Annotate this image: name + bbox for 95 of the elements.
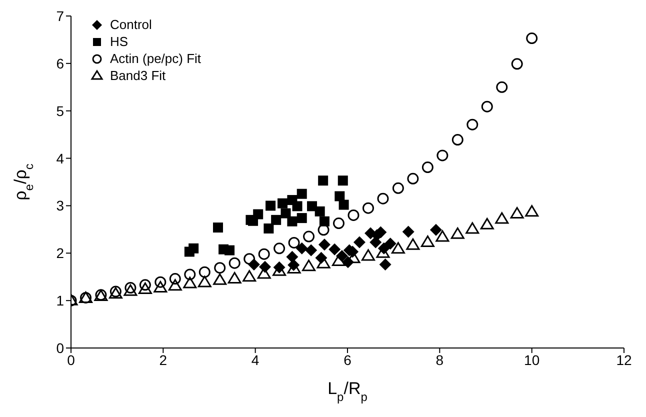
point xyxy=(214,262,226,274)
point xyxy=(361,249,375,261)
point xyxy=(213,273,227,285)
point xyxy=(377,192,389,204)
point xyxy=(452,134,464,146)
y-tick-label: 0 xyxy=(56,340,64,356)
y-tick-label: 4 xyxy=(56,150,64,166)
point xyxy=(334,191,345,202)
point xyxy=(266,200,276,211)
x-tick-label: 4 xyxy=(251,352,260,368)
point xyxy=(288,236,300,248)
point xyxy=(264,223,274,234)
x-tick-label: 10 xyxy=(524,352,540,368)
point xyxy=(184,268,196,280)
point xyxy=(278,198,288,208)
point xyxy=(362,202,374,214)
legend-label: HS xyxy=(110,33,128,50)
point xyxy=(302,260,316,272)
point xyxy=(198,266,210,278)
point xyxy=(296,213,307,224)
point xyxy=(480,218,494,230)
point xyxy=(353,236,366,248)
point xyxy=(379,258,392,271)
point xyxy=(274,242,286,254)
point xyxy=(242,270,256,282)
point xyxy=(338,200,349,210)
point xyxy=(154,276,166,288)
point xyxy=(318,176,328,186)
point xyxy=(430,224,442,236)
point xyxy=(303,230,315,242)
legend-label: Band3 Fit xyxy=(110,67,166,84)
point xyxy=(466,222,480,234)
point xyxy=(420,235,434,247)
point xyxy=(436,230,450,242)
point xyxy=(525,205,539,217)
point xyxy=(348,209,360,221)
x-axis-title: L$_{p}$/R$_{p}$ xyxy=(328,379,368,404)
point xyxy=(511,58,523,70)
point xyxy=(496,81,508,93)
point xyxy=(384,238,396,250)
point xyxy=(287,216,298,226)
point xyxy=(422,162,434,174)
point xyxy=(286,250,298,263)
point xyxy=(481,100,493,112)
point xyxy=(154,281,168,293)
point xyxy=(526,32,538,44)
point xyxy=(436,150,448,162)
y-tick-label: 6 xyxy=(56,55,64,72)
point xyxy=(139,279,151,291)
x-tick-label: 12 xyxy=(616,352,632,368)
point xyxy=(510,207,524,219)
point xyxy=(292,201,302,212)
point xyxy=(258,248,270,260)
point xyxy=(224,245,235,256)
y-tick-label: 5 xyxy=(56,102,64,119)
y-tick-label: 2 xyxy=(56,245,64,262)
point xyxy=(296,242,308,254)
point xyxy=(244,253,256,265)
point xyxy=(402,226,414,238)
point xyxy=(318,238,330,251)
point xyxy=(318,224,330,236)
point xyxy=(228,272,242,284)
y-tick-label: 1 xyxy=(56,292,64,309)
point xyxy=(338,176,348,186)
point xyxy=(271,214,282,225)
legend-label: Control xyxy=(110,16,152,33)
x-tick-label: 0 xyxy=(67,352,76,368)
point xyxy=(307,201,318,212)
x-tick-label: 8 xyxy=(436,352,444,368)
point xyxy=(198,276,212,288)
point xyxy=(328,243,341,256)
point xyxy=(168,279,182,291)
point xyxy=(407,172,419,184)
point xyxy=(495,212,509,224)
point xyxy=(314,206,325,216)
x-tick-label: 2 xyxy=(159,352,168,368)
point xyxy=(169,273,181,285)
x-tick-label: 6 xyxy=(344,352,352,368)
point xyxy=(138,282,152,294)
point xyxy=(466,118,478,130)
point xyxy=(296,188,307,199)
point xyxy=(450,227,464,239)
point xyxy=(184,246,194,257)
point xyxy=(213,222,224,233)
y-tick-label: 3 xyxy=(56,198,64,214)
point xyxy=(305,244,318,256)
legend-label: Actin (pe/pc) Fit xyxy=(110,50,202,67)
point xyxy=(391,242,405,254)
point xyxy=(332,218,344,230)
point xyxy=(392,182,404,194)
point xyxy=(228,257,240,269)
point xyxy=(280,208,291,218)
y-tick-label: 7 xyxy=(56,8,64,24)
point xyxy=(183,276,197,288)
point xyxy=(406,238,420,250)
